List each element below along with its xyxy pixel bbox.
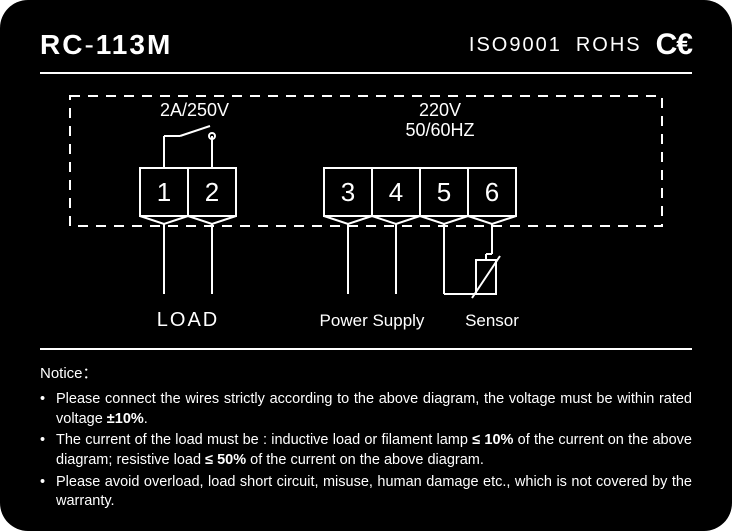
notice-list: Please connect the wires strictly accord… [40,390,692,511]
terminal-notch-icon [372,216,420,224]
terminal-number: 5 [437,177,451,207]
model-dash: - [84,29,95,60]
notice-section: Notice： Please connect the wires strictl… [40,364,692,512]
cert-rohs: ROHS [576,34,642,57]
diagram-svg: 1 2 3 4 5 6 2A/250V 220V50/60HZ LOAD Power Supply… [40,88,692,348]
notice-item: The current of the load must be : induct… [40,431,692,470]
terminal-notch-icon [468,216,516,224]
power-frequency-label: 50/60HZ [405,120,474,140]
power-supply-label: Power Supply [320,311,425,330]
model-suffix: 113M [96,29,173,60]
spec-panel: RC-113M ISO9001 ROHS C€ 1 2 3 4 5 6 2A/250V 220… [0,0,732,531]
divider-bottom [40,348,692,350]
terminal-number: 4 [389,177,403,207]
terminal-number: 1 [157,177,171,207]
cert-iso: ISO9001 [469,34,562,57]
notice-item: Please avoid overload, load short circui… [40,473,692,512]
certifications: ISO9001 ROHS C€ [469,28,692,62]
terminal-notch-icon [324,216,372,224]
terminal-number: 2 [205,177,219,207]
wiring-diagram: 1 2 3 4 5 6 2A/250V 220V50/60HZ LOAD Power Supply… [40,88,692,348]
model-prefix: RC [40,29,84,60]
power-voltage-label: 220V [419,100,461,120]
header-row: RC-113M ISO9001 ROHS C€ [40,28,692,72]
terminal-notch-icon [420,216,468,224]
cert-ce-icon: C€ [656,28,692,62]
terminal-number: 3 [341,177,355,207]
terminal-notch-icon [188,216,236,224]
notice-title: Notice： [40,364,692,384]
switch-blade-icon [180,126,210,136]
model-number: RC-113M [40,29,172,61]
switch-rating-label: 2A/250V [160,100,229,120]
terminal-notch-icon [140,216,188,224]
divider-top [40,72,692,74]
load-label: LOAD [157,309,219,331]
terminal-number: 6 [485,177,499,207]
notice-item: Please connect the wires strictly accord… [40,390,692,429]
sensor-label: Sensor [465,311,519,330]
